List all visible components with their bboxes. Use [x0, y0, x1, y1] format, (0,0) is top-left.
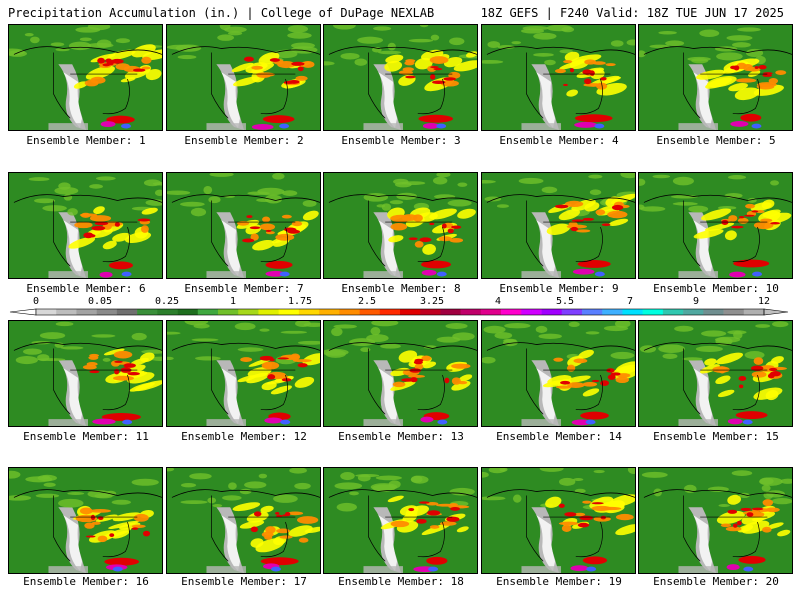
ensemble-map-panel	[323, 24, 478, 131]
ensemble-map-panel	[166, 467, 321, 574]
ensemble-map-panel	[638, 320, 793, 427]
ensemble-member-label: Ensemble Member: 2	[184, 134, 304, 147]
ensemble-map-panel	[166, 24, 321, 131]
colorbar-cell	[521, 309, 542, 315]
ensemble-map-panel	[323, 467, 478, 574]
colorbar-cell	[319, 309, 340, 315]
ensemble-member-label: Ensemble Member: 19	[496, 575, 622, 588]
ensemble-map-panel	[481, 320, 636, 427]
ensemble-map-panel	[8, 172, 163, 279]
colorbar-cell	[339, 309, 360, 315]
colorbar-tick-label: 12	[757, 296, 771, 307]
ensemble-map-panel	[481, 24, 636, 131]
colorbar-cell	[137, 309, 158, 315]
ensemble-map-panel	[166, 320, 321, 427]
ensemble-member-label: Ensemble Member: 8	[341, 282, 461, 295]
ensemble-map-panel	[323, 172, 478, 279]
ensemble-member-label: Ensemble Member: 10	[653, 282, 779, 295]
ensemble-map-panel	[8, 24, 163, 131]
ensemble-map-panel	[638, 467, 793, 574]
colorbar-cell	[116, 309, 138, 315]
colorbar-labels: 0 0.05 0.25 1 1.75 2.5 3.25 4 5.5 7 9 12	[0, 296, 800, 308]
colorbar-tick-label: 4	[494, 296, 502, 307]
ensemble-map-panel	[166, 172, 321, 279]
colorbar-cell	[298, 309, 320, 315]
ensemble-member-label: Ensemble Member: 20	[653, 575, 779, 588]
colorbar-cell	[420, 309, 441, 315]
colorbar-tick-label: 0	[32, 296, 40, 307]
colorbar-cell	[157, 309, 178, 315]
colorbar-tick-label: 0.05	[87, 296, 113, 307]
ensemble-member-label: Ensemble Member: 5	[656, 134, 776, 147]
ensemble-member-label: Ensemble Member: 16	[23, 575, 149, 588]
ensemble-member-label: Ensemble Member: 17	[181, 575, 307, 588]
colorbar-cell	[460, 309, 482, 315]
ensemble-member-label: Ensemble Member: 6	[26, 282, 146, 295]
ensemble-map-panel	[323, 320, 478, 427]
colorbar-tick-label: 1	[229, 296, 237, 307]
colorbar-arrow-right	[763, 308, 789, 316]
colorbar-cell	[278, 309, 300, 315]
valid-time-label: 18Z GEFS | F240 Valid: 18Z TUE JUN 17 20…	[480, 6, 784, 20]
colorbar-cell	[96, 309, 118, 315]
ensemble-map-panel	[8, 467, 163, 574]
colorbar-cell	[36, 309, 57, 315]
ensemble-member-label: Ensemble Member: 9	[499, 282, 619, 295]
colorbar-cell	[197, 309, 219, 315]
colorbar-cell	[440, 309, 461, 315]
colorbar-cell	[582, 309, 603, 315]
ensemble-map-panel	[638, 172, 793, 279]
colorbar-tick-label: 0.25	[154, 296, 180, 307]
colorbar-cell	[177, 309, 199, 315]
colorbar-cell	[359, 309, 381, 315]
ensemble-member-label: Ensemble Member: 15	[653, 430, 779, 443]
ensemble-member-label: Ensemble Member: 13	[338, 430, 464, 443]
ensemble-member-label: Ensemble Member: 3	[341, 134, 461, 147]
colorbar-tick-label: 7	[626, 296, 634, 307]
colorbar-cell	[76, 309, 97, 315]
colorbar-tick-label: 5.5	[555, 296, 575, 307]
colorbar-tick-label: 3.25	[419, 296, 445, 307]
colorbar-cell	[238, 309, 259, 315]
colorbar-tick-label: 2.5	[357, 296, 377, 307]
chart-title: Precipitation Accumulation (in.) | Colle…	[8, 6, 435, 20]
colorbar-cell	[400, 309, 421, 315]
colorbar-arrow-left	[9, 308, 37, 316]
colorbar-tick-label: 9	[692, 296, 700, 307]
colorbar-cell	[703, 309, 724, 315]
ensemble-member-label: Ensemble Member: 14	[496, 430, 622, 443]
colorbar-cell	[683, 309, 704, 315]
ensemble-member-label: Ensemble Member: 18	[338, 575, 464, 588]
colorbar-cell	[602, 309, 623, 315]
colorbar-cell	[56, 309, 77, 315]
colorbar-cell	[642, 309, 664, 315]
colorbar-cell	[743, 309, 765, 315]
colorbar-cell	[662, 309, 684, 315]
ensemble-member-label: Ensemble Member: 12	[181, 430, 307, 443]
colorbar-cell	[723, 309, 745, 315]
ensemble-map-panel	[8, 320, 163, 427]
colorbar-cell	[218, 309, 239, 315]
colorbar-cell	[258, 309, 279, 315]
colorbar-cell	[541, 309, 563, 315]
ensemble-member-label: Ensemble Member: 11	[23, 430, 149, 443]
colorbar-cell	[622, 309, 643, 315]
ensemble-map-panel	[638, 24, 793, 131]
ensemble-map-panel	[481, 467, 636, 574]
colorbar-cell	[501, 309, 522, 315]
ensemble-member-label: Ensemble Member: 7	[184, 282, 304, 295]
colorbar-cell	[480, 309, 502, 315]
ensemble-member-label: Ensemble Member: 4	[499, 134, 619, 147]
colorbar-cell	[379, 309, 401, 315]
ensemble-map-panel	[481, 172, 636, 279]
colorbar-cell	[561, 309, 583, 315]
colorbar	[9, 308, 789, 316]
colorbar-tick-label: 1.75	[287, 296, 313, 307]
ensemble-member-label: Ensemble Member: 1	[26, 134, 146, 147]
